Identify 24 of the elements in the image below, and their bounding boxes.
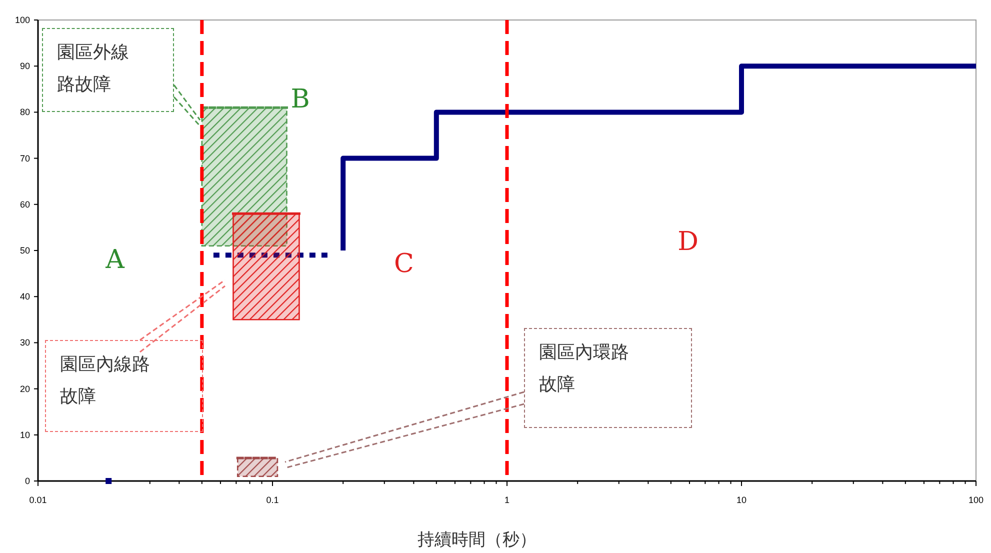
y-tick-label: 20 [20, 384, 30, 394]
x-tick-label: 10 [736, 495, 747, 505]
x-tick-label: 100 [968, 495, 984, 505]
y-tick-label: 100 [14, 15, 30, 25]
x-tick-label: 1 [504, 495, 510, 505]
y-tick-label: 60 [20, 199, 30, 210]
y-tick-label: 30 [20, 338, 30, 348]
y-tick-label: 50 [20, 246, 30, 256]
annotation: 園區內線路故障 [60, 353, 151, 409]
y-tick-label: 0 [24, 476, 30, 486]
x-axis-title: 持續時間（秒） [418, 530, 536, 550]
annotation: 園區內環路故障 [539, 341, 630, 397]
annotation: B [290, 84, 310, 115]
y-tick-label: 70 [20, 153, 30, 164]
y-tick-label: 90 [20, 61, 30, 72]
annotation: C [394, 249, 414, 279]
annotation: D [678, 227, 698, 257]
annotation: 園區外線路故障 [57, 41, 130, 97]
annotation: A [104, 245, 126, 275]
x-tick-label: 0.1 [266, 495, 279, 505]
y-tick-label: 10 [20, 430, 30, 440]
x-tick-label: 0.01 [29, 495, 47, 505]
y-tick-label: 80 [20, 107, 30, 118]
y-tick-label: 40 [20, 292, 30, 302]
